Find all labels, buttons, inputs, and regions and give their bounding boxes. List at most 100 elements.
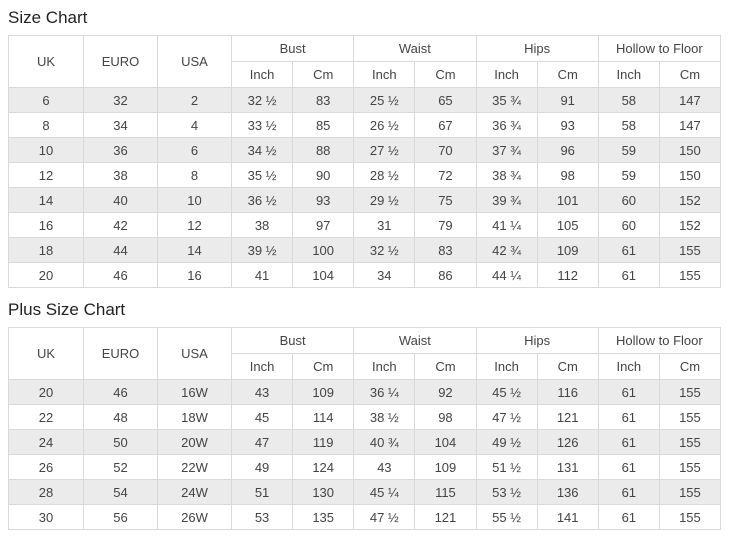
table-cell: 61 — [597, 454, 660, 480]
col-subheader-bust-cm: Cm — [292, 353, 355, 380]
table-cell: 135 — [292, 504, 355, 530]
table-cell: 141 — [536, 504, 599, 530]
table-cell: 35 ½ — [230, 162, 294, 188]
table-row: 16 42 12 38 97 31 79 41 ¼ 105 60 152 — [8, 212, 722, 238]
table-cell: 47 ½ — [353, 504, 416, 530]
table-cell: 155 — [658, 262, 722, 288]
table-cell: 61 — [597, 429, 660, 455]
plus-size-chart-table-body: 20 46 16W 43 109 36 ¼ 92 45 ½ 116 61 155 22 48 18W 45 1… — [8, 379, 722, 530]
table-cell: 39 ¾ — [475, 187, 538, 213]
table-cell: 92 — [414, 379, 477, 405]
table-cell: 6 — [8, 87, 84, 113]
table-cell: 6 — [157, 137, 232, 163]
table-cell: 51 — [230, 479, 294, 505]
table-cell: 72 — [414, 162, 477, 188]
col-subheader-hips-inch: Inch — [475, 61, 538, 88]
table-cell: 24W — [157, 479, 232, 505]
col-group-waist: Waist — [353, 35, 477, 62]
table-cell: 58 — [597, 112, 660, 138]
col-subheader-hips-inch: Inch — [475, 353, 538, 380]
table-cell: 44 — [83, 237, 158, 263]
table-cell: 25 ½ — [353, 87, 416, 113]
table-cell: 10 — [8, 137, 84, 163]
table-cell: 53 — [230, 504, 294, 530]
table-cell: 112 — [536, 262, 599, 288]
table-cell: 42 ¾ — [475, 237, 538, 263]
table-cell: 79 — [414, 212, 477, 238]
table-cell: 33 ½ — [230, 112, 294, 138]
table-cell: 16 — [157, 262, 232, 288]
table-cell: 56 — [83, 504, 158, 530]
table-cell: 61 — [597, 404, 660, 430]
table-row: 22 48 18W 45 114 38 ½ 98 47 ½ 121 61 155 — [8, 404, 722, 430]
table-cell: 4 — [157, 112, 232, 138]
col-header-euro: EURO — [83, 327, 158, 380]
table-row: 24 50 20W 47 119 40 ¾ 104 49 ½ 126 61 155 — [8, 429, 722, 455]
table-cell: 38 ¾ — [475, 162, 538, 188]
table-row: 12 38 8 35 ½ 90 28 ½ 72 38 ¾ 98 59 150 — [8, 162, 722, 188]
plus-size-chart-title: Plus Size Chart — [8, 300, 126, 319]
table-cell: 121 — [414, 504, 477, 530]
col-subheader-hollow-cm: Cm — [658, 353, 722, 380]
table-cell: 98 — [536, 162, 599, 188]
table-cell: 36 ½ — [230, 187, 294, 213]
table-cell: 121 — [536, 404, 599, 430]
table-cell: 41 ¼ — [475, 212, 538, 238]
col-subheader-hollow-inch: Inch — [597, 61, 660, 88]
size-chart-page: Size Chart UK EURO USA Bust Waist Hips H… — [0, 8, 730, 530]
table-cell: 59 — [597, 162, 660, 188]
table-cell: 105 — [536, 212, 599, 238]
table-cell: 14 — [157, 237, 232, 263]
table-cell: 155 — [658, 379, 722, 405]
table-cell: 155 — [658, 404, 722, 430]
table-cell: 51 ½ — [475, 454, 538, 480]
table-cell: 38 — [230, 212, 294, 238]
table-cell: 131 — [536, 454, 599, 480]
table-cell: 41 — [230, 262, 294, 288]
col-subheader-waist-inch: Inch — [353, 353, 416, 380]
table-cell: 70 — [414, 137, 477, 163]
col-header-euro: EURO — [83, 35, 158, 88]
table-cell: 96 — [536, 137, 599, 163]
table-cell: 36 — [83, 137, 158, 163]
table-row: 8 34 4 33 ½ 85 26 ½ 67 36 ¾ 93 58 147 — [8, 112, 722, 138]
table-cell: 45 ½ — [475, 379, 538, 405]
table-group-header-row: UK EURO USA Bust Waist Hips Hollow to Fl… — [8, 35, 722, 88]
table-cell: 37 ¾ — [475, 137, 538, 163]
table-cell: 104 — [414, 429, 477, 455]
table-cell: 34 — [353, 262, 416, 288]
table-cell: 16W — [157, 379, 232, 405]
table-cell: 61 — [597, 379, 660, 405]
col-subheader-hollow-inch: Inch — [597, 353, 660, 380]
col-header-usa: USA — [157, 327, 232, 380]
size-chart-table: UK EURO USA Bust Waist Hips Hollow to Fl… — [8, 35, 722, 288]
table-cell: 98 — [414, 404, 477, 430]
table-cell: 28 — [8, 479, 84, 505]
table-cell: 155 — [658, 429, 722, 455]
table-cell: 100 — [292, 237, 355, 263]
table-cell: 43 — [353, 454, 416, 480]
table-cell: 38 ½ — [353, 404, 416, 430]
table-cell: 55 ½ — [475, 504, 538, 530]
table-cell: 67 — [414, 112, 477, 138]
table-row: 26 52 22W 49 124 43 109 51 ½ 131 61 155 — [8, 454, 722, 480]
table-cell: 32 ½ — [353, 237, 416, 263]
table-cell: 59 — [597, 137, 660, 163]
table-unit-header-row: Inch Cm Inch Cm Inch Cm Inch Cm — [9, 353, 722, 380]
standard-size-section: Size Chart UK EURO USA Bust Waist Hips H… — [8, 8, 722, 288]
table-cell: 18 — [8, 237, 84, 263]
table-cell: 52 — [83, 454, 158, 480]
table-cell: 20 — [8, 379, 84, 405]
table-cell: 147 — [658, 87, 722, 113]
table-cell: 14 — [8, 187, 84, 213]
table-cell: 114 — [292, 404, 355, 430]
table-cell: 116 — [536, 379, 599, 405]
table-cell: 47 — [230, 429, 294, 455]
table-cell: 109 — [536, 237, 599, 263]
col-group-bust: Bust — [230, 327, 355, 354]
size-chart-title: Size Chart — [8, 8, 88, 27]
col-subheader-hips-cm: Cm — [536, 353, 599, 380]
size-chart-table-header: UK EURO USA Bust Waist Hips Hollow to Fl… — [8, 35, 722, 88]
table-cell: 34 ½ — [230, 137, 294, 163]
table-cell: 12 — [157, 212, 232, 238]
